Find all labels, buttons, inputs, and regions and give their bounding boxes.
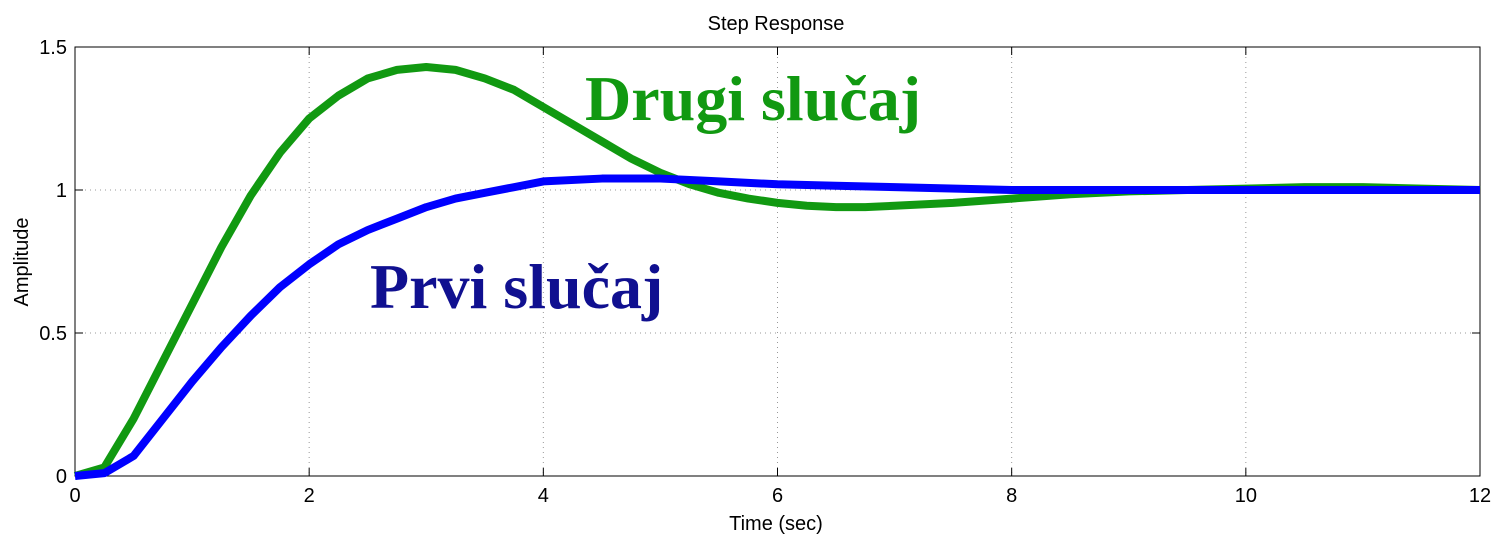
x-tick-label: 0 [69, 485, 80, 507]
chart-title: Step Response [708, 13, 845, 35]
y-tick-label: 1.5 [39, 37, 67, 59]
y-tick-label: 0.5 [39, 323, 67, 345]
series-line [74, 174, 1480, 480]
plot-frame [74, 46, 1481, 477]
x-axis-label: Time (sec) [729, 513, 823, 535]
x-tick-label: 12 [1469, 485, 1491, 507]
x-tick-label: 4 [538, 485, 549, 507]
x-tick-label: 6 [772, 485, 783, 507]
y-tick-label: 1 [56, 180, 67, 202]
x-tick-label: 8 [1006, 485, 1017, 507]
annotation: Drugi slučaj [585, 63, 921, 134]
x-tick-label: 10 [1235, 485, 1257, 507]
y-tick-label: 0 [56, 466, 67, 488]
annotation: Prvi slučaj [370, 251, 663, 322]
x-tick-label: 2 [304, 485, 315, 507]
y-axis-label: Amplitude [11, 218, 33, 307]
